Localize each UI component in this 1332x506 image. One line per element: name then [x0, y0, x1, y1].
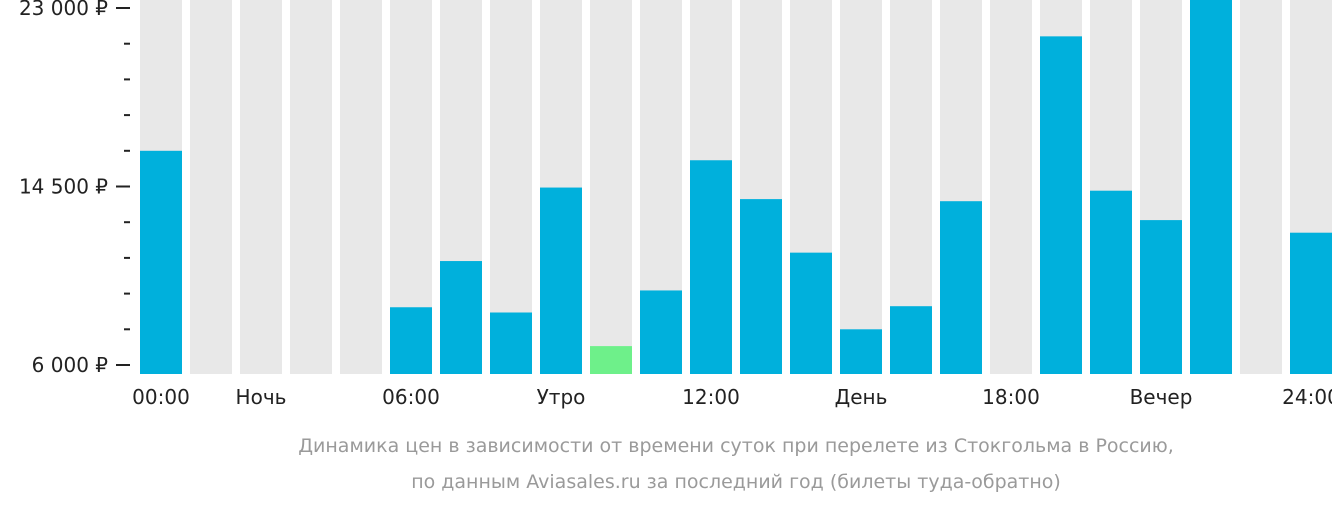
background-bar — [290, 0, 332, 374]
x-tick-label: День — [835, 385, 888, 409]
price-bar — [590, 346, 632, 374]
y-tick-label: 6 000 ₽ — [32, 353, 109, 377]
background-bar — [840, 0, 882, 374]
price-bar — [890, 306, 932, 374]
price-bar — [840, 329, 882, 374]
x-tick-label: Вечер — [1130, 385, 1193, 409]
background-bar — [240, 0, 282, 374]
price-bar — [1090, 190, 1132, 374]
x-tick-label: 18:00 — [982, 385, 1040, 409]
x-tick-label: 24:00 — [1282, 385, 1332, 409]
x-tick-label: 00:00 — [132, 385, 190, 409]
x-tick-label: 12:00 — [682, 385, 740, 409]
price-bar — [390, 307, 432, 374]
price-bar — [540, 187, 582, 374]
price-bar — [140, 150, 182, 374]
y-tick-label: 14 500 ₽ — [19, 175, 108, 199]
price-bar — [1040, 36, 1082, 374]
price-bar — [440, 261, 482, 374]
price-bar — [940, 201, 982, 374]
price-bar — [1140, 220, 1182, 374]
background-bar — [590, 0, 632, 374]
caption-line-2: по данным Aviasales.ru за последний год … — [411, 471, 1061, 493]
background-bar — [490, 0, 532, 374]
background-bar — [1240, 0, 1282, 374]
x-axis: 00:00 Ночь 06:00 Утро 12:00 День 18:00 Вечер 24:… — [132, 385, 1332, 409]
price-bar — [1290, 232, 1332, 374]
y-axis: 6 000 ₽ 14 500 ₽ 23 000 ₽ — [19, 0, 130, 377]
bars — [140, 0, 1332, 375]
x-tick-label: Ночь — [236, 385, 287, 409]
background-bar — [340, 0, 382, 374]
background-bar — [190, 0, 232, 374]
x-tick-label: Утро — [537, 385, 586, 409]
y-tick-label: 23 000 ₽ — [19, 0, 108, 20]
background-bar — [990, 0, 1032, 374]
price-bar — [1190, 0, 1232, 375]
price-bar — [490, 312, 532, 374]
x-tick-label: 06:00 — [382, 385, 440, 409]
price-bar — [790, 252, 832, 374]
price-bar — [690, 160, 732, 374]
price-bar — [740, 199, 782, 374]
price-bar — [640, 290, 682, 374]
caption-line-1: Динамика цен в зависимости от времени су… — [298, 435, 1174, 457]
